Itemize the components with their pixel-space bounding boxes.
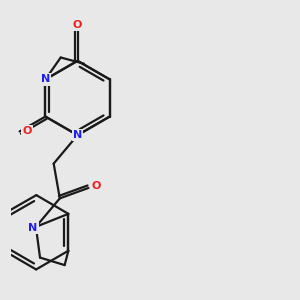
Text: O: O	[22, 126, 32, 136]
Text: O: O	[91, 181, 101, 191]
Text: N: N	[28, 223, 38, 232]
Text: N: N	[41, 74, 50, 84]
Text: O: O	[73, 20, 82, 30]
Text: N: N	[73, 130, 82, 140]
